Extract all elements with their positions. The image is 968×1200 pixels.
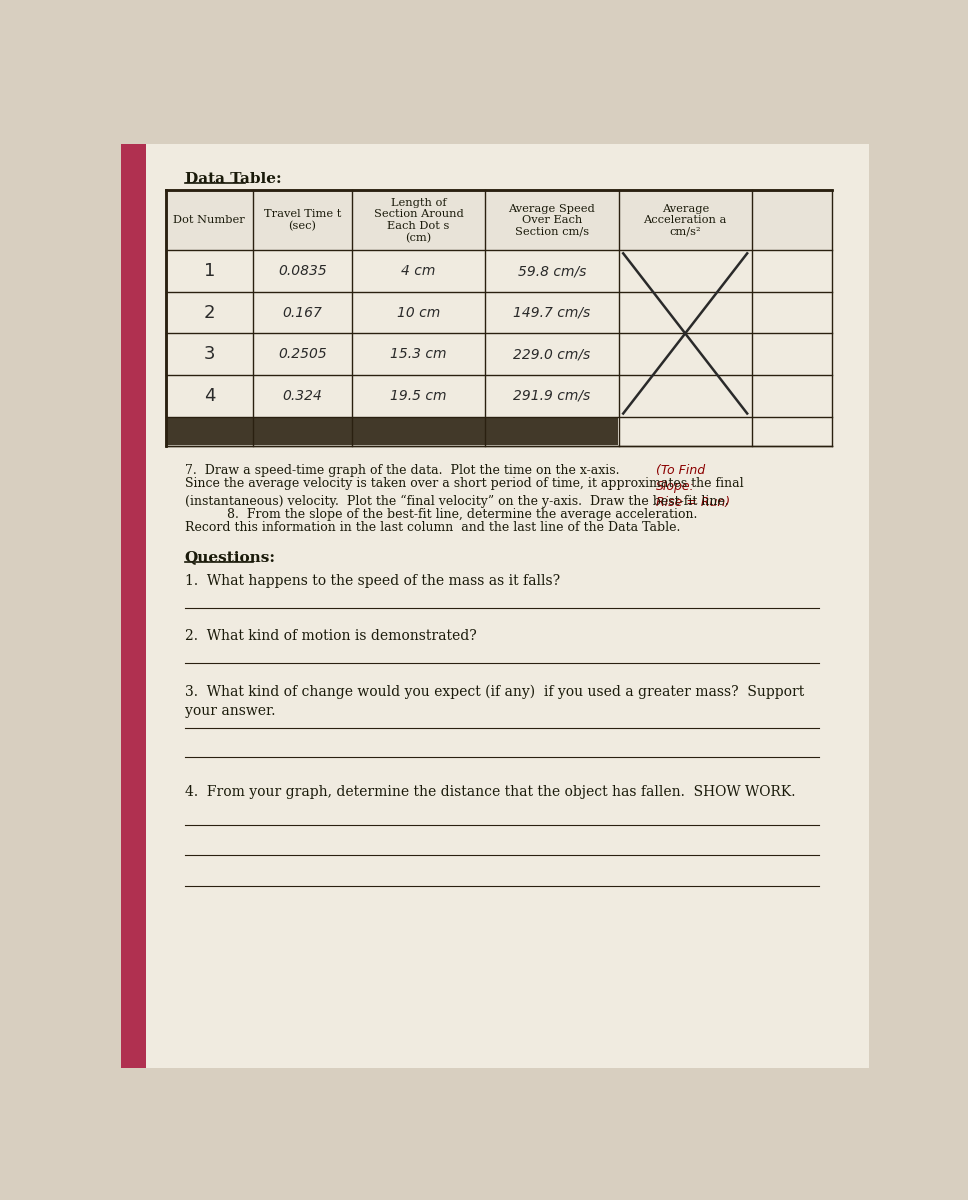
Text: 7.  Draw a speed-time graph of the data.  Plot the time on the x-axis.: 7. Draw a speed-time graph of the data. … [185,464,620,478]
Text: 10 cm: 10 cm [397,306,440,319]
Text: 1: 1 [203,262,215,280]
Text: 0.0835: 0.0835 [278,264,327,278]
Text: 3.  What kind of change would you expect (if any)  if you used a greater mass?  : 3. What kind of change would you expect … [185,684,803,719]
Text: 0.2505: 0.2505 [278,347,327,361]
Text: Dot Number: Dot Number [173,215,245,226]
Text: 0.167: 0.167 [283,306,322,319]
Bar [121,144,146,1068]
Text: Length of
Section Around
Each Dot s
(cm): Length of Section Around Each Dot s (cm) [374,198,464,242]
Text: 8.  From the slope of the best-fit line, determine the average acceleration.: 8. From the slope of the best-fit line, … [227,509,698,521]
Text: 4: 4 [203,386,215,404]
Text: Data Table:: Data Table: [185,172,281,186]
Text: 59.8 cm/s: 59.8 cm/s [518,264,586,278]
Text: 15.3 cm: 15.3 cm [390,347,447,361]
Text: 0.324: 0.324 [283,389,322,403]
Text: Travel Time t
(sec): Travel Time t (sec) [263,209,341,232]
Text: 1.  What happens to the speed of the mass as it falls?: 1. What happens to the speed of the mass… [185,574,560,588]
Text: 229.0 cm/s: 229.0 cm/s [513,347,590,361]
Text: 4.  From your graph, determine the distance that the object has fallen.  SHOW WO: 4. From your graph, determine the distan… [185,785,795,799]
Text: (To Find
Slope:
Rise = Run): (To Find Slope: Rise = Run) [655,464,730,509]
Text: Questions:: Questions: [185,551,276,564]
Text: Record this information in the last column  and the last line of the Data Table.: Record this information in the last colu… [185,521,680,534]
Bar [166,418,618,445]
Text: 19.5 cm: 19.5 cm [390,389,447,403]
Text: 291.9 cm/s: 291.9 cm/s [513,389,590,403]
Text: 2.  What kind of motion is demonstrated?: 2. What kind of motion is demonstrated? [185,629,476,643]
Text: Average Speed
Over Each
Section cm/s: Average Speed Over Each Section cm/s [508,204,595,236]
Bar [166,190,832,251]
Text: 2: 2 [203,304,215,322]
Text: Since the average velocity is taken over a short period of time, it approximates: Since the average velocity is taken over… [185,478,743,508]
Text: 4 cm: 4 cm [402,264,436,278]
Text: Average
Acceleration a
cm/s²: Average Acceleration a cm/s² [644,204,727,236]
Text: 149.7 cm/s: 149.7 cm/s [513,306,590,319]
Text: 3: 3 [203,346,215,364]
